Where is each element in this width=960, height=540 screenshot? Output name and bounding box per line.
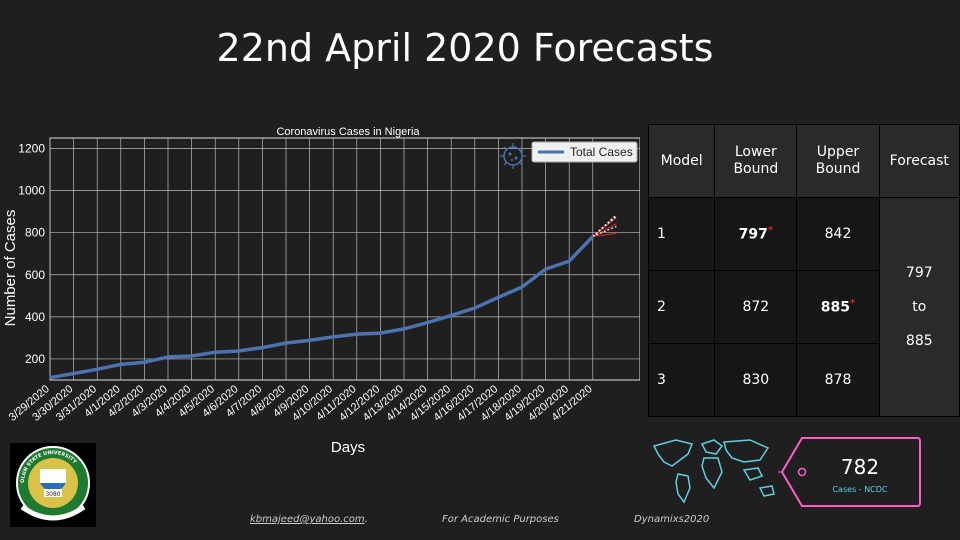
upper-cell: 885* [796,270,880,344]
forecast-to: to [912,299,927,315]
data-point [521,286,523,288]
footer-email-suffix: . [364,514,368,525]
star-mark: * [850,298,856,310]
header-model: Model [647,124,716,198]
data-point [356,333,358,335]
case-source: Cases - NCDC [832,485,888,494]
table-row: 3 830 878 [647,343,960,417]
slide-title: 22nd April 2020 Forecasts [216,26,714,70]
plot-area [49,137,640,381]
forecast-high: 885 [905,333,933,349]
data-point [332,336,335,338]
forecast-table: Model Lower Bound Upper Bound Forecast 1… [647,124,960,417]
lower-cell: 797* [714,197,798,271]
data-point [143,361,146,364]
header-lower: Lower Bound [714,124,798,198]
y-tick-label: 400 [25,310,45,324]
forecast-range-cell: 797 to 885 [878,197,960,417]
data-point [403,328,405,330]
series-group [49,214,617,380]
grid-lines [49,138,640,380]
forecast-line [592,232,617,238]
y-tick-label: 200 [25,352,45,366]
series-line-total-cases [49,235,595,380]
footer-note: For Academic Purposes [442,514,559,525]
model-cell: 2 [647,270,716,344]
header-upper: Upper Bound [796,124,880,198]
data-point [568,260,570,262]
header-forecast: Forecast [878,124,960,198]
forecast-line [592,225,617,238]
upper-cell: 842 [796,197,880,271]
data-point [308,339,311,342]
data-point [261,346,264,349]
data-point [238,350,240,352]
data-point [190,355,193,357]
model-cell: 1 [647,197,716,271]
y-axis: 200 400 600 800 1000 1200 [18,142,45,366]
cases-line-chart: Coronavirus Cases in Nigeria 200 400 600 80… [2,126,640,456]
data-point [96,368,98,371]
y-tick-label: 800 [25,226,45,240]
upper-cell: 878 [796,343,880,417]
footer-brand: Dynamixs2020 [634,514,710,525]
legend: Total Cases [531,141,638,163]
table-row: 1 797* 842 797 to 885 [647,197,960,417]
data-point [474,307,476,309]
data-point [426,321,429,324]
lower-cell: 872 [714,270,798,344]
price-tag-badge [778,437,921,507]
data-point [214,351,216,354]
model-cell: 3 [647,343,716,417]
x-axis-label: Days [331,439,365,456]
world-map-icon [652,439,775,504]
data-point [544,268,547,270]
star-mark: * [767,225,774,237]
footer-email-wrap: kbmajeed@yahoo.com. [250,514,368,525]
y-tick-label: 600 [25,268,45,282]
legend-label: Total Cases [570,145,633,159]
footer-email[interactable]: kbmajeed@yahoo.com [250,514,365,525]
virus-icon [500,143,526,169]
case-count: 782 [840,455,880,479]
data-point [49,376,51,379]
data-point [450,314,453,317]
lower-cell: 830 [714,343,798,417]
y-axis-label: Number of Cases [2,210,19,327]
data-point [379,332,382,334]
forecast-low: 797 [905,265,933,281]
university-logo: 3080 OLUN STATE UNIVERSITY [10,443,96,527]
y-tick-label: 1200 [18,142,45,156]
lower-value: 797 [738,226,768,243]
x-axis: 3/29/20203/30/20203/31/20204/1/20204/2/2… [7,383,595,424]
data-point [285,342,287,344]
chart-title: Coronavirus Cases in Nigeria [276,126,420,138]
table-header-row: Model Lower Bound Upper Bound Forecast [647,124,960,198]
data-point [497,296,500,299]
data-point [167,356,169,358]
data-point [72,372,75,375]
y-tick-label: 1000 [18,184,45,198]
data-point [592,235,594,238]
upper-value: 885 [820,299,850,316]
logo-number: 3080 [45,491,60,498]
data-point [120,363,122,366]
forecast-line [592,215,617,237]
